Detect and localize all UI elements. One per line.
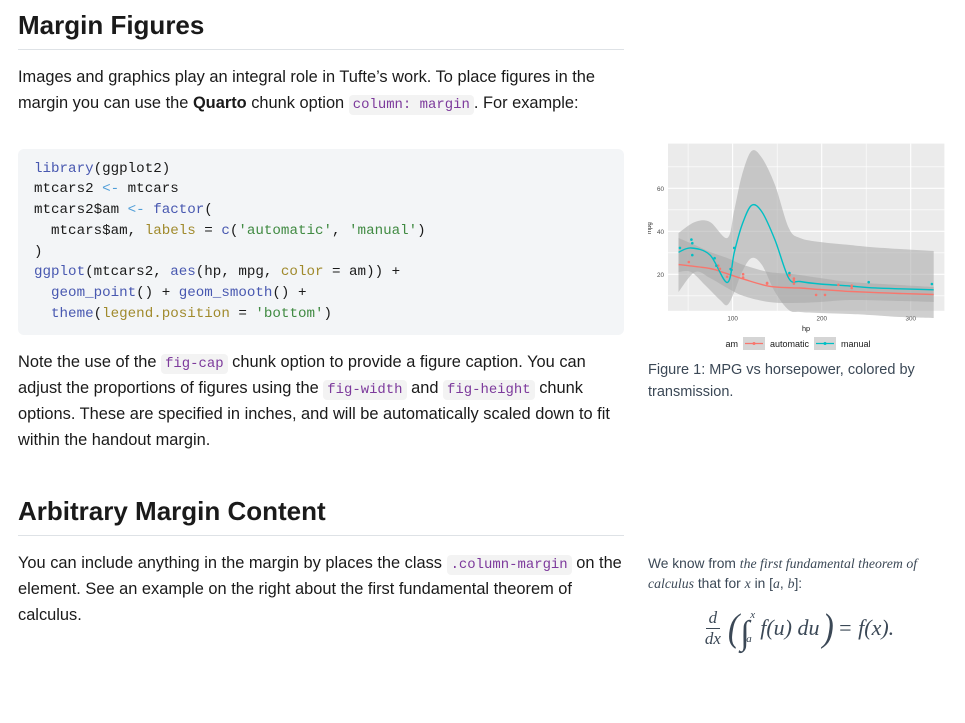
svg-text:200: 200 (816, 316, 827, 323)
svg-text:20: 20 (657, 272, 665, 279)
svg-text:40: 40 (657, 229, 665, 236)
svg-text:60: 60 (657, 186, 665, 193)
svg-text:100: 100 (727, 316, 738, 323)
svg-text:hp: hp (802, 324, 810, 333)
svg-text:mpg: mpg (648, 222, 653, 234)
